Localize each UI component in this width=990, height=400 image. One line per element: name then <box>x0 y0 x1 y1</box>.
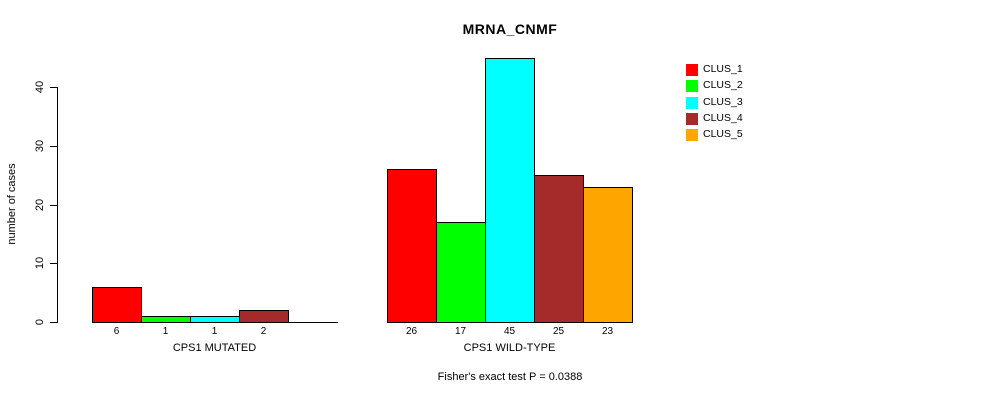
bar-value-label: 1 <box>211 326 218 337</box>
legend-swatch-CLUS_5 <box>686 129 698 142</box>
y-tick-label: 0 <box>34 318 46 326</box>
bar-CLUS_4-cps1-mutated <box>239 310 289 323</box>
bar-value-label: 23 <box>601 326 614 337</box>
bar-value-label: 45 <box>503 326 516 337</box>
bar-CLUS_1-cps1-mutated <box>92 287 142 323</box>
y-tick <box>50 145 57 147</box>
bar-CLUS_5-cps1-wild-type <box>583 187 633 323</box>
legend-swatch-CLUS_1 <box>686 64 698 76</box>
bar-CLUS_3-cps1-mutated <box>190 316 240 323</box>
legend-label-CLUS_2: CLUS_2 <box>703 79 743 92</box>
legend-label-CLUS_1: CLUS_1 <box>703 63 743 75</box>
fisher-test-footnote: Fisher's exact test P = 0.0388 <box>437 371 583 383</box>
group-label-1: CPS1 MUTATED <box>172 342 257 354</box>
y-tick-label: 10 <box>34 257 46 270</box>
legend-label-CLUS_3: CLUS_3 <box>703 95 743 108</box>
bar-value-label: 17 <box>454 326 467 337</box>
bar-CLUS_4-cps1-wild-type <box>534 175 584 323</box>
bar-value-label: 25 <box>552 326 565 337</box>
chart-title: MRNA_CNMF <box>462 21 558 37</box>
y-tick-label: 30 <box>34 139 46 152</box>
bar-CLUS_3-cps1-wild-type <box>485 58 535 323</box>
y-tick <box>50 263 57 265</box>
bar-value-label: 6 <box>113 326 120 337</box>
legend-label-CLUS_5: CLUS_5 <box>703 128 743 141</box>
bar-CLUS_2-cps1-mutated <box>141 316 191 323</box>
bar-CLUS_1-cps1-wild-type <box>387 169 437 323</box>
legend-label-CLUS_4: CLUS_4 <box>703 111 743 124</box>
y-tick <box>50 322 57 323</box>
legend-swatch-CLUS_3 <box>686 96 698 109</box>
bar-value-label: 26 <box>405 326 418 337</box>
y-tick-label: 20 <box>34 198 46 211</box>
group-label-2: CPS1 WILD-TYPE <box>463 342 556 354</box>
y-axis-line <box>57 87 58 323</box>
y-tick-label: 40 <box>34 80 46 94</box>
legend-swatch-CLUS_2 <box>686 80 698 93</box>
legend-swatch-CLUS_4 <box>686 112 698 125</box>
y-tick <box>50 204 57 206</box>
bar-value-label: 1 <box>162 326 169 337</box>
y-tick <box>50 87 57 88</box>
bar-value-label: 2 <box>260 326 267 337</box>
bar-CLUS_2-cps1-wild-type <box>436 222 486 323</box>
